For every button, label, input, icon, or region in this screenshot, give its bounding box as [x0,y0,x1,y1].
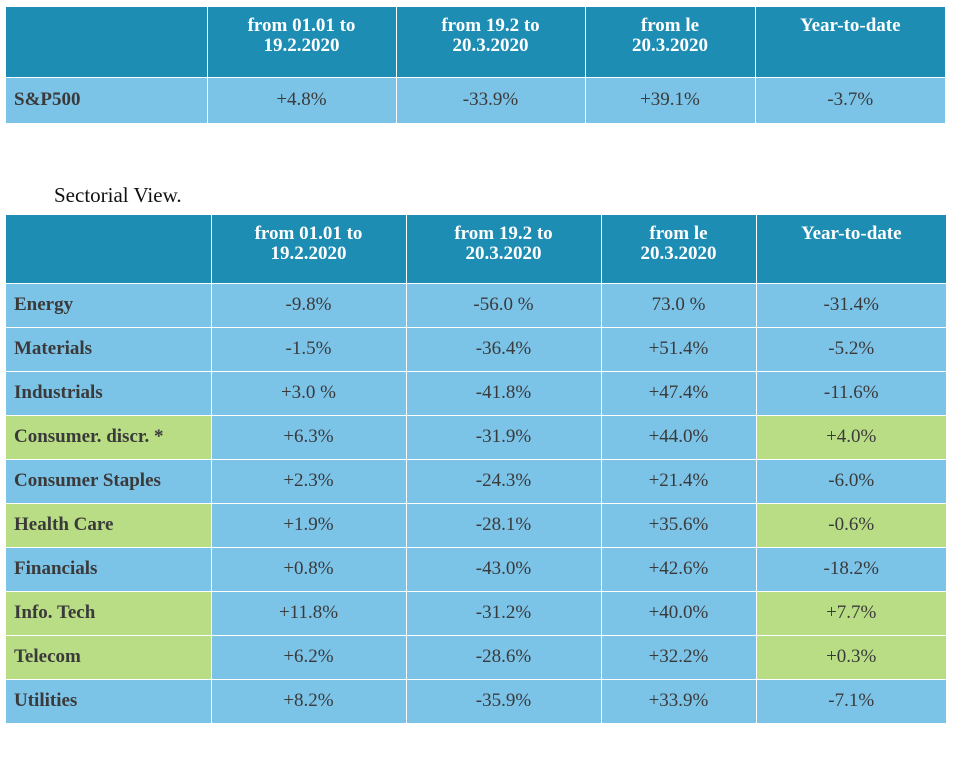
table-row: Consumer Staples +2.3% -24.3% +21.4% -6.… [6,459,946,504]
value-cell: +21.4% [601,459,757,504]
header-cell-period-1: from 01.01 to 19.2.2020 [211,215,407,284]
value-cell: -7.1% [756,679,946,724]
row-label: Energy [6,283,212,328]
value-cell: -33.9% [396,77,586,124]
header-cell-period-3: from le 20.3.2020 [601,215,757,284]
header-cell-ytd: Year-to-date [756,215,946,284]
value-cell: -18.2% [756,547,946,592]
value-cell: +44.0% [601,415,757,460]
value-cell: -36.4% [406,327,602,372]
value-cell: +1.9% [211,503,407,548]
table-row: Energy -9.8% -56.0 % 73.0 % -31.4% [6,283,946,328]
row-label: Info. Tech [6,591,212,636]
table-row: Telecom +6.2% -28.6% +32.2% +0.3% [6,635,946,680]
table-row: Info. Tech +11.8% -31.2% +40.0% +7.7% [6,591,946,636]
value-cell: -31.2% [406,591,602,636]
value-cell: +42.6% [601,547,757,592]
value-cell: -28.6% [406,635,602,680]
header-cell-period-2: from 19.2 to 20.3.2020 [406,215,602,284]
table-header-row: from 01.01 to 19.2.2020 from 19.2 to 20.… [6,7,945,78]
value-cell: +51.4% [601,327,757,372]
value-cell: -6.0% [756,459,946,504]
sp500-table: from 01.01 to 19.2.2020 from 19.2 to 20.… [6,7,945,124]
value-cell: +0.8% [211,547,407,592]
table-header-row: from 01.01 to 19.2.2020 from 19.2 to 20.… [6,215,946,284]
section-subtitle: Sectorial View. [54,183,182,207]
value-cell: -5.2% [756,327,946,372]
value-cell: +7.7% [756,591,946,636]
row-label: S&P500 [6,77,208,124]
header-cell-empty [6,7,208,78]
sector-table: from 01.01 to 19.2.2020 from 19.2 to 20.… [6,215,946,724]
value-cell: +40.0% [601,591,757,636]
table-row: Industrials +3.0 % -41.8% +47.4% -11.6% [6,371,946,416]
header-cell-ytd: Year-to-date [755,7,945,78]
row-label: Health Care [6,503,212,548]
row-label: Financials [6,547,212,592]
row-label: Utilities [6,679,212,724]
value-cell: +4.8% [207,77,397,124]
header-cell-period-3: from le 20.3.2020 [585,7,756,78]
row-label: Consumer Staples [6,459,212,504]
value-cell: -56.0 % [406,283,602,328]
value-cell: -31.4% [756,283,946,328]
value-cell: +35.6% [601,503,757,548]
value-cell: +4.0% [756,415,946,460]
value-cell: -11.6% [756,371,946,416]
header-cell-period-1: from 01.01 to 19.2.2020 [207,7,397,78]
value-cell: -43.0% [406,547,602,592]
value-cell: -1.5% [211,327,407,372]
table-row: Utilities +8.2% -35.9% +33.9% -7.1% [6,679,946,724]
value-cell: -35.9% [406,679,602,724]
value-cell: +2.3% [211,459,407,504]
header-cell-empty [6,215,212,284]
value-cell: +33.9% [601,679,757,724]
row-label: Industrials [6,371,212,416]
value-cell: -28.1% [406,503,602,548]
value-cell: +3.0 % [211,371,407,416]
value-cell: +32.2% [601,635,757,680]
table-row: Financials +0.8% -43.0% +42.6% -18.2% [6,547,946,592]
value-cell: -41.8% [406,371,602,416]
value-cell: 73.0 % [601,283,757,328]
table-row: Health Care +1.9% -28.1% +35.6% -0.6% [6,503,946,548]
value-cell: +6.2% [211,635,407,680]
value-cell: +6.3% [211,415,407,460]
row-label: Consumer. discr. * [6,415,212,460]
row-label: Telecom [6,635,212,680]
table-row: Materials -1.5% -36.4% +51.4% -5.2% [6,327,946,372]
value-cell: -31.9% [406,415,602,460]
row-label: Materials [6,327,212,372]
value-cell: +8.2% [211,679,407,724]
value-cell: -0.6% [756,503,946,548]
table-row: Consumer. discr. * +6.3% -31.9% +44.0% +… [6,415,946,460]
value-cell: -24.3% [406,459,602,504]
value-cell: -9.8% [211,283,407,328]
value-cell: +47.4% [601,371,757,416]
value-cell: +11.8% [211,591,407,636]
value-cell: +39.1% [585,77,756,124]
header-cell-period-2: from 19.2 to 20.3.2020 [396,7,586,78]
value-cell: +0.3% [756,635,946,680]
table-row: S&P500 +4.8% -33.9% +39.1% -3.7% [6,77,945,124]
value-cell: -3.7% [755,77,945,124]
